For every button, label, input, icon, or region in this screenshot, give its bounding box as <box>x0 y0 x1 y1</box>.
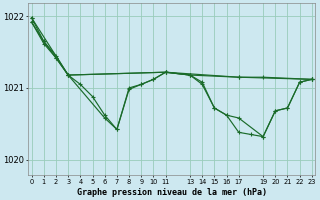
X-axis label: Graphe pression niveau de la mer (hPa): Graphe pression niveau de la mer (hPa) <box>77 188 267 197</box>
